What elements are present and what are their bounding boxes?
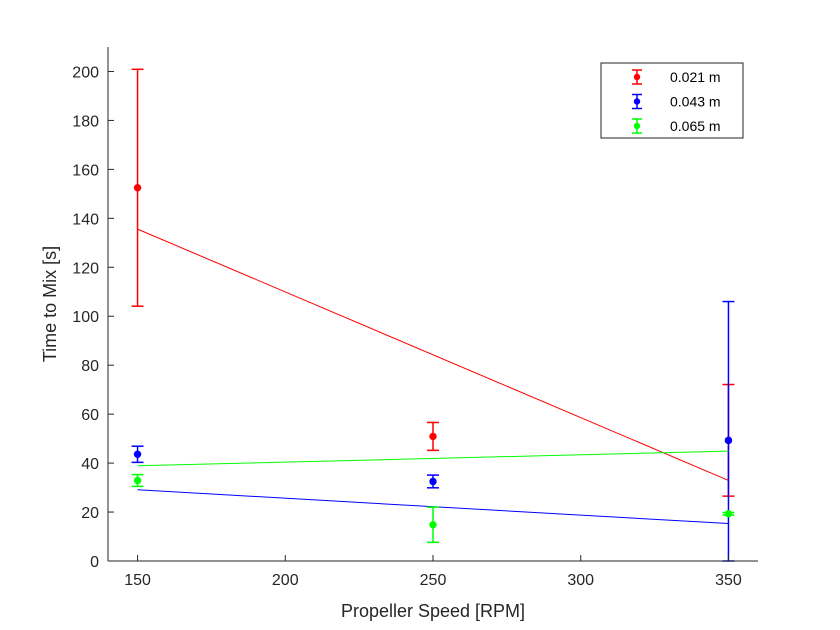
y-axis-label: Time to Mix [s] — [40, 246, 60, 362]
legend-marker-dot — [633, 122, 641, 130]
data-point — [429, 477, 437, 486]
plot-area — [131, 68, 735, 562]
y-tick-label: 100 — [72, 309, 99, 326]
y-tick-label: 40 — [81, 456, 99, 473]
data-point — [133, 450, 142, 458]
fit-line — [137, 450, 729, 467]
legend-box — [600, 62, 744, 139]
data-point — [429, 432, 437, 441]
y-tick-label: 60 — [81, 407, 99, 424]
x-tick-label: 150 — [124, 572, 151, 589]
legend-entry-label: 0.043 m — [670, 94, 721, 110]
data-point — [724, 510, 733, 518]
x-tick-label: 250 — [420, 572, 447, 589]
x-tick-label: 350 — [715, 572, 742, 589]
y-tick-label: 160 — [72, 162, 99, 179]
legend-marker-dot — [633, 73, 641, 81]
x-axis-label: Propeller Speed [RPM] — [341, 601, 525, 621]
fit-line — [137, 228, 729, 481]
y-tick-label: 80 — [81, 358, 99, 375]
data-point — [133, 184, 142, 192]
axes: 150 200 250 300 350 0 20 40 60 80 100 120 140 160 180 2… — [72, 47, 758, 589]
x-tick-label: 200 — [272, 572, 299, 589]
legend-entry-label: 0.021 m — [670, 69, 721, 85]
x-tick-label: 300 — [567, 572, 594, 589]
y-tick-label: 140 — [72, 211, 99, 228]
y-tick-label: 120 — [72, 260, 99, 277]
y-tick-label: 180 — [72, 113, 99, 130]
y-tick-label: 0 — [90, 554, 99, 571]
data-point — [133, 476, 142, 485]
y-tick-label: 20 — [81, 505, 99, 522]
legend-marker-dot — [633, 98, 641, 105]
legend: 0.021 m 0.043 m 0.065 m — [600, 62, 744, 139]
series-2 — [131, 450, 735, 544]
legend-entry-label: 0.065 m — [670, 118, 721, 134]
data-point — [724, 436, 733, 445]
data-point — [429, 521, 437, 529]
y-tick-label: 200 — [72, 64, 99, 81]
